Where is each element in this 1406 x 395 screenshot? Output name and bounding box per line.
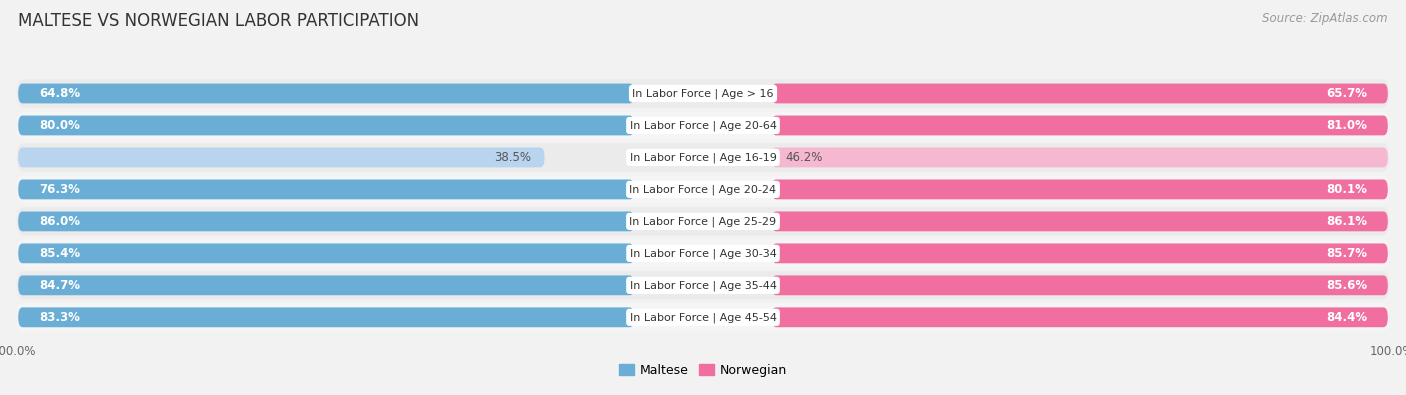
FancyBboxPatch shape [18, 243, 634, 263]
FancyBboxPatch shape [772, 211, 1388, 231]
Text: 76.3%: 76.3% [39, 183, 80, 196]
FancyBboxPatch shape [772, 84, 1388, 103]
FancyBboxPatch shape [17, 303, 1389, 331]
FancyBboxPatch shape [17, 271, 1389, 299]
Text: 65.7%: 65.7% [1326, 87, 1367, 100]
FancyBboxPatch shape [772, 116, 1388, 135]
FancyBboxPatch shape [18, 147, 544, 167]
Text: In Labor Force | Age 20-24: In Labor Force | Age 20-24 [630, 184, 776, 195]
Text: 38.5%: 38.5% [494, 151, 531, 164]
FancyBboxPatch shape [772, 147, 1388, 167]
Text: 85.6%: 85.6% [1326, 279, 1367, 292]
Legend: Maltese, Norwegian: Maltese, Norwegian [613, 359, 793, 382]
FancyBboxPatch shape [18, 179, 634, 199]
Text: 46.2%: 46.2% [786, 151, 823, 164]
FancyBboxPatch shape [772, 243, 1388, 263]
Text: In Labor Force | Age 16-19: In Labor Force | Age 16-19 [630, 152, 776, 163]
Text: MALTESE VS NORWEGIAN LABOR PARTICIPATION: MALTESE VS NORWEGIAN LABOR PARTICIPATION [18, 12, 419, 30]
Text: 83.3%: 83.3% [39, 311, 80, 324]
Text: Source: ZipAtlas.com: Source: ZipAtlas.com [1263, 12, 1388, 25]
Text: 84.4%: 84.4% [1326, 311, 1367, 324]
FancyBboxPatch shape [17, 143, 1389, 171]
Text: 86.0%: 86.0% [39, 215, 80, 228]
Text: 64.8%: 64.8% [39, 87, 80, 100]
FancyBboxPatch shape [17, 79, 1389, 107]
Text: In Labor Force | Age 45-54: In Labor Force | Age 45-54 [630, 312, 776, 323]
FancyBboxPatch shape [18, 211, 634, 231]
FancyBboxPatch shape [772, 307, 1388, 327]
FancyBboxPatch shape [17, 207, 1389, 235]
FancyBboxPatch shape [18, 275, 634, 295]
Text: In Labor Force | Age 25-29: In Labor Force | Age 25-29 [630, 216, 776, 227]
Text: 80.1%: 80.1% [1326, 183, 1367, 196]
Text: 86.1%: 86.1% [1326, 215, 1367, 228]
FancyBboxPatch shape [17, 111, 1389, 139]
Text: In Labor Force | Age 20-64: In Labor Force | Age 20-64 [630, 120, 776, 131]
Text: In Labor Force | Age 35-44: In Labor Force | Age 35-44 [630, 280, 776, 291]
FancyBboxPatch shape [18, 116, 634, 135]
FancyBboxPatch shape [17, 239, 1389, 267]
FancyBboxPatch shape [17, 175, 1389, 203]
FancyBboxPatch shape [772, 179, 1388, 199]
Text: In Labor Force | Age > 16: In Labor Force | Age > 16 [633, 88, 773, 99]
FancyBboxPatch shape [18, 307, 634, 327]
Text: In Labor Force | Age 30-34: In Labor Force | Age 30-34 [630, 248, 776, 259]
Text: 84.7%: 84.7% [39, 279, 80, 292]
Text: 85.7%: 85.7% [1326, 247, 1367, 260]
FancyBboxPatch shape [18, 84, 634, 103]
Text: 85.4%: 85.4% [39, 247, 80, 260]
FancyBboxPatch shape [772, 275, 1388, 295]
Text: 80.0%: 80.0% [39, 119, 80, 132]
Text: 81.0%: 81.0% [1326, 119, 1367, 132]
